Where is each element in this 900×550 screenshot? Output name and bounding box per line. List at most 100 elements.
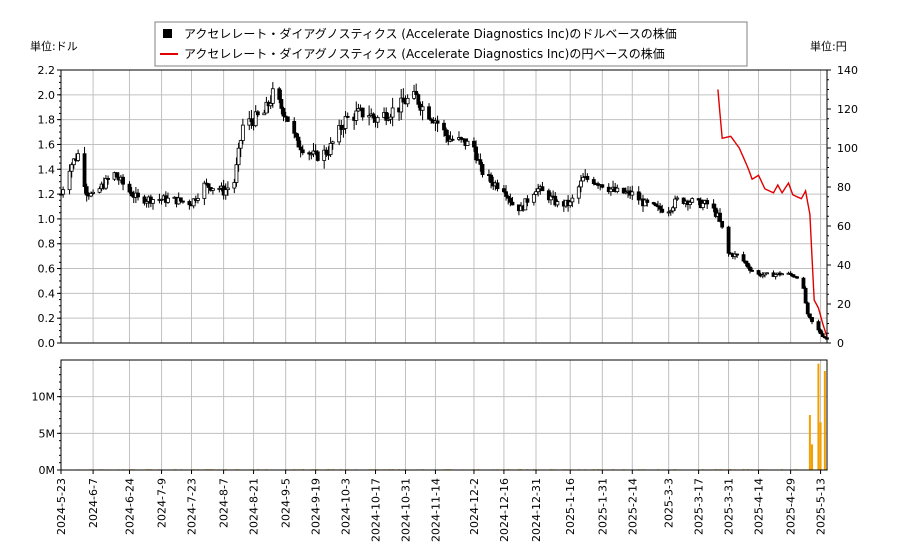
- candle-body: [510, 201, 515, 206]
- candle-body: [741, 254, 746, 262]
- candle-body: [608, 188, 613, 193]
- left-tick-label: 0.4: [38, 287, 56, 300]
- candle-body: [700, 202, 705, 209]
- legend-jpy-label: アクセレレート・ダイアグノスティクス (Accelerate Diagnosti…: [184, 46, 665, 61]
- candle-body: [307, 152, 312, 155]
- candle-body: [187, 201, 192, 206]
- left-tick-label: 0.8: [38, 238, 56, 251]
- volume-bar: [823, 371, 826, 470]
- x-tick-label: 2024-6-7: [87, 478, 100, 528]
- candle-body: [196, 198, 200, 201]
- candle-body: [720, 220, 725, 228]
- left-tick-label: 1.0: [38, 213, 56, 226]
- volume-bar: [808, 415, 811, 470]
- candle-body: [82, 153, 87, 188]
- left-unit-label: 単位:ドル: [30, 39, 78, 53]
- candle-body: [735, 253, 740, 256]
- candle-body: [360, 107, 365, 118]
- right-tick-label: 40: [837, 259, 851, 272]
- x-tick-label: 2024-9-19: [310, 478, 323, 535]
- candle-body: [472, 140, 476, 148]
- candle-body: [636, 191, 641, 201]
- candle-body: [136, 192, 140, 198]
- candle-body: [435, 120, 440, 124]
- candle-body: [705, 200, 710, 205]
- candle-body: [384, 112, 389, 121]
- candle-body: [236, 147, 241, 166]
- candle-body: [367, 115, 372, 118]
- candle-body: [818, 329, 823, 335]
- left-tick-label: 1.6: [38, 138, 56, 151]
- candle-body: [178, 197, 183, 202]
- right-unit-label: 単位:円: [810, 39, 847, 53]
- candle-body: [262, 112, 267, 116]
- candle-body: [450, 138, 455, 141]
- candle-body: [666, 211, 671, 214]
- x-tick-label: 2024-10-17: [370, 478, 383, 542]
- legend: アクセレレート・ダイアグノスティクス (Accelerate Diagnosti…: [154, 21, 748, 67]
- candle-body: [820, 333, 825, 338]
- candle-body: [585, 175, 590, 180]
- candle-body: [420, 106, 425, 111]
- candle-body: [298, 146, 303, 151]
- candle-body: [748, 266, 752, 271]
- candle-body: [255, 111, 260, 116]
- volume-tick-label: 5M: [39, 427, 56, 440]
- jpy-price-line: [717, 89, 828, 338]
- candle-body: [345, 115, 350, 118]
- x-tick-label: 2024-10-3: [340, 478, 353, 535]
- legend-usd-label: アクセレレート・ダイアグノスティクス (Accelerate Diagnosti…: [184, 26, 677, 41]
- left-tick-label: 0.0: [38, 337, 56, 350]
- candle-body: [339, 125, 344, 130]
- candle-body: [375, 117, 380, 123]
- candle-body: [546, 190, 551, 201]
- x-tick-label: 2025-3-3: [663, 478, 676, 528]
- candle-body: [281, 107, 286, 117]
- candle-body: [328, 142, 333, 155]
- left-tick-label: 2.2: [38, 64, 56, 77]
- candle-body: [296, 136, 301, 148]
- candle-body: [495, 182, 500, 190]
- candle-body: [446, 135, 451, 142]
- candle-body: [600, 184, 605, 188]
- x-tick-label: 2024-6-24: [123, 478, 136, 535]
- candle-body: [106, 178, 110, 180]
- candle-body: [416, 94, 421, 105]
- left-tick-label: 1.2: [38, 188, 56, 201]
- x-tick-label: 2024-12-2: [468, 478, 481, 535]
- candle-body: [696, 198, 701, 201]
- x-tick-label: 2025-4-14: [753, 478, 766, 535]
- candle-body: [810, 317, 814, 323]
- candle-body: [206, 183, 211, 188]
- candle-body: [324, 149, 329, 155]
- candle-body: [121, 176, 125, 185]
- candle-body: [553, 195, 558, 206]
- candle-body: [127, 183, 132, 193]
- x-tick-label: 2025-5-13: [815, 478, 828, 535]
- candle-body: [292, 121, 297, 134]
- candle-body: [238, 140, 243, 149]
- left-price-axis: 0.0 0.2 0.4 0.6 0.8 1.0 1.2 1.4 1.6 1.8 2.0 2.2: [38, 64, 61, 350]
- candle-body: [300, 149, 305, 154]
- candle-body: [688, 201, 692, 205]
- candle-body: [285, 116, 290, 122]
- right-tick-label: 140: [837, 64, 858, 77]
- candle-body: [311, 150, 316, 155]
- left-tick-label: 1.8: [38, 114, 56, 127]
- candle-body: [630, 191, 635, 196]
- x-tick-label: 2024-12-31: [530, 478, 543, 542]
- candle-body: [591, 179, 596, 185]
- candle-body: [181, 200, 185, 203]
- right-tick-label: 100: [837, 142, 858, 155]
- candle-body: [523, 198, 528, 211]
- candle-body: [429, 118, 434, 121]
- candle-body: [405, 97, 410, 105]
- left-tick-label: 0.2: [38, 312, 56, 325]
- candle-body: [807, 313, 812, 318]
- candle-body: [264, 101, 269, 114]
- candle-body: [773, 274, 778, 277]
- volume-axis: 0M 5M 10M: [32, 366, 61, 477]
- candle-body: [129, 191, 134, 197]
- candle-body: [489, 174, 493, 183]
